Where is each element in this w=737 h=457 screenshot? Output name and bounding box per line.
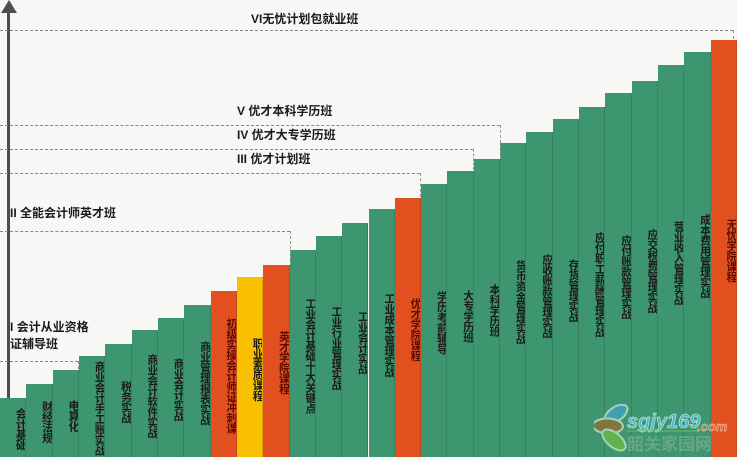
svg-text:韶关家园网: 韶关家园网 — [627, 430, 712, 455]
